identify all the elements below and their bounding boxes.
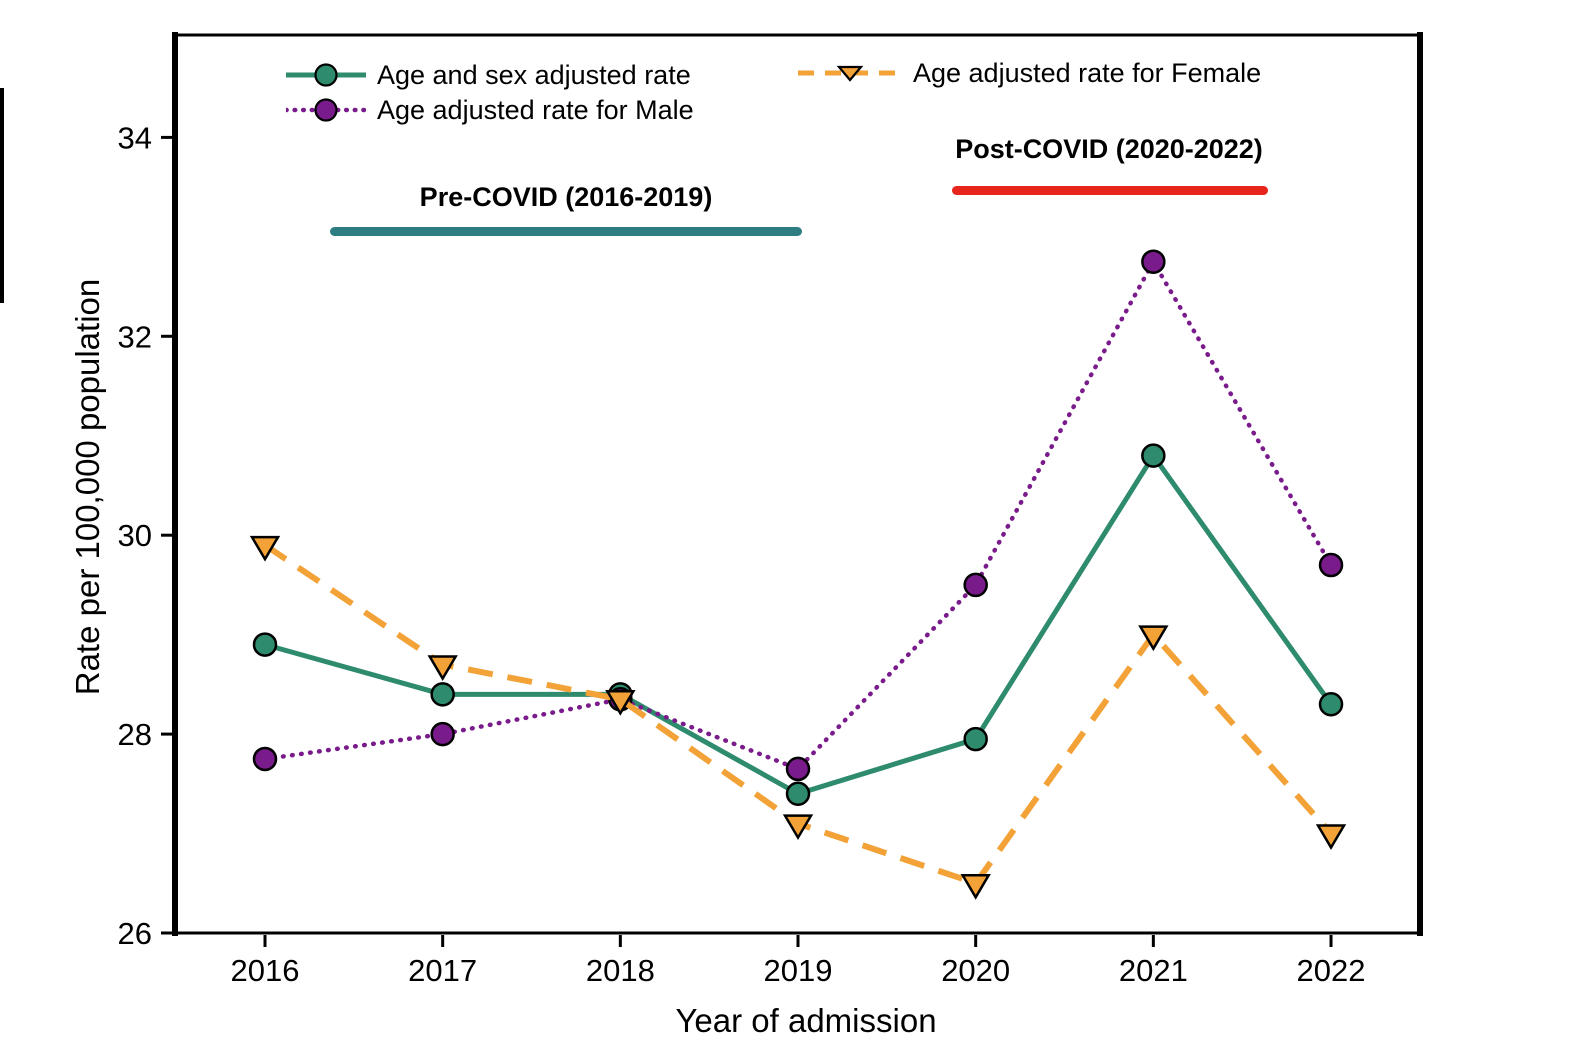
legend-label: Age and sex adjusted rate [377, 60, 691, 90]
x-tick-label: 2018 [586, 953, 655, 988]
data-point-marker [1141, 443, 1166, 468]
post-covid-underline-bar [952, 186, 1268, 195]
data-point-marker [605, 690, 636, 716]
legend-item-female: Age adjusted rate for Female [798, 58, 1261, 88]
data-point-marker [249, 535, 281, 562]
y-tick-label: 32 [118, 319, 152, 354]
data-point-marker [782, 814, 814, 841]
legend-marker-icon [836, 65, 864, 82]
pre-covid-underline-bar [330, 227, 802, 236]
x-tick-label: 2022 [1297, 953, 1366, 988]
legend-swatch-svg [286, 98, 366, 122]
data-point-marker [1315, 824, 1347, 851]
legend-swatch-dashed-line-triangle-icon [798, 59, 902, 87]
legend-swatch-svg [286, 63, 366, 87]
data-point-marker [960, 874, 991, 900]
y-tick-label: 28 [118, 717, 152, 752]
legend-item-age-sex-adjusted: Age and sex adjusted rate [286, 60, 691, 90]
x-tick-label: 2021 [1119, 953, 1188, 988]
series-male [252, 249, 1344, 782]
data-point-marker [1318, 552, 1344, 578]
series-adjusted [252, 443, 1344, 807]
legend-label: Age adjusted rate for Female [913, 58, 1262, 88]
series-female [249, 535, 1347, 900]
legend-item-male: Age adjusted rate for Male [286, 95, 694, 125]
data-point-marker [427, 655, 458, 681]
data-point-marker [430, 682, 455, 707]
y-axis-title: Rate per 100,000 population [69, 278, 106, 696]
y-axis: 26 28 30 32 34 [118, 120, 173, 951]
y-tick-label: 26 [118, 916, 152, 951]
legend-label: Age adjusted rate for Male [377, 95, 694, 125]
data-point-marker [1141, 249, 1166, 274]
left-edge-artifact [0, 88, 4, 303]
data-point-marker [963, 726, 988, 752]
legend-swatch-solid-line-circle-icon [286, 61, 366, 89]
legend-marker-icon [314, 98, 338, 122]
data-point-marker [1138, 625, 1169, 652]
y-tick-label: 34 [118, 120, 152, 155]
data-point-marker [785, 756, 811, 782]
data-point-marker [252, 746, 278, 772]
x-tick-label: 2019 [764, 953, 833, 988]
legend-swatch-svg [798, 65, 902, 82]
legend-marker-icon [314, 63, 338, 87]
data-point-marker [252, 632, 278, 657]
post-covid-label: Post-COVID (2020-2022) [955, 134, 1263, 164]
data-point-marker [1318, 692, 1344, 717]
x-axis: 2016 2017 2018 2019 2020 2021 2022 [231, 935, 1366, 988]
legend-swatch-dotted-line-circle-icon [286, 96, 366, 124]
data-point-marker [963, 572, 988, 598]
data-point-marker [785, 781, 811, 807]
data-point-marker [430, 721, 455, 747]
series-line-adjusted [264, 451, 1334, 797]
x-tick-label: 2017 [408, 953, 477, 988]
pre-covid-label: Pre-COVID (2016-2019) [419, 182, 713, 212]
series-line-male [262, 257, 1334, 772]
x-tick-label: 2016 [231, 953, 300, 988]
x-tick-label: 2020 [941, 953, 1010, 988]
y-tick-label: 30 [118, 518, 152, 553]
x-axis-title: Year of admission [675, 1002, 937, 1039]
